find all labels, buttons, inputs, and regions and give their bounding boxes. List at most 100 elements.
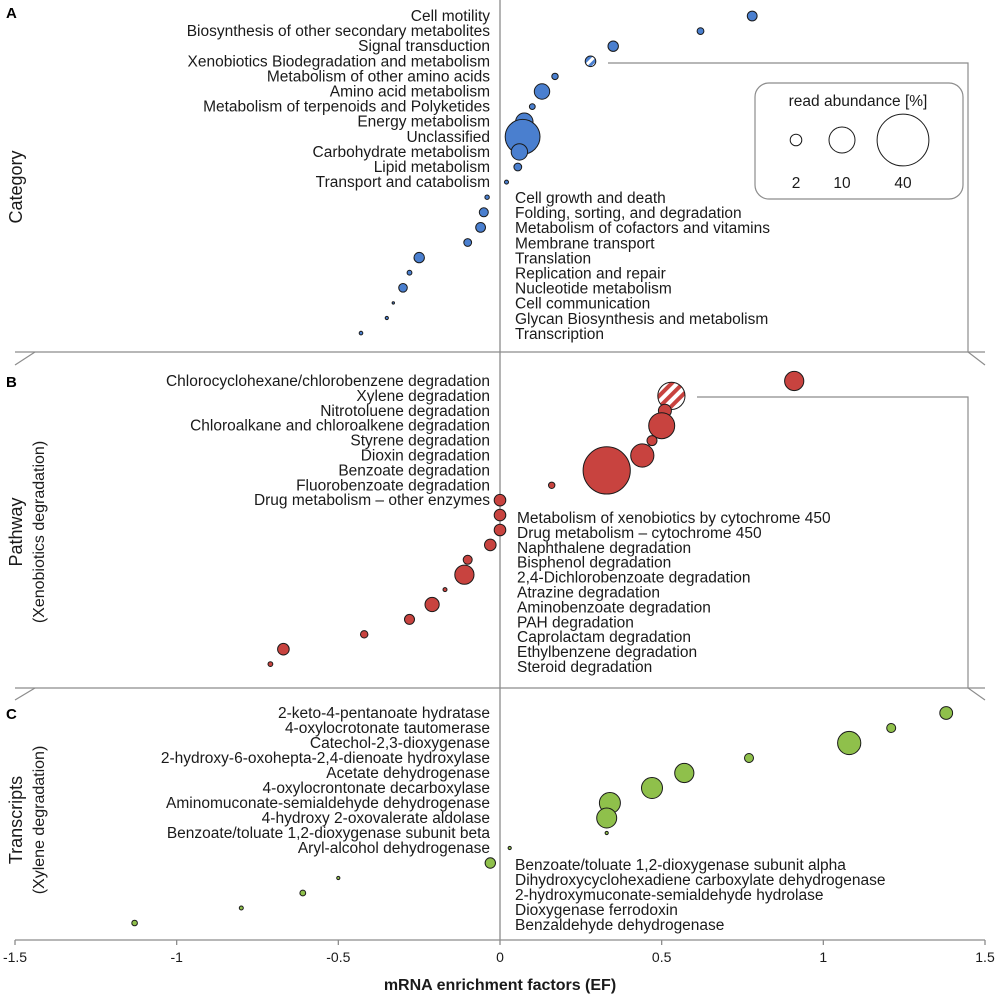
point-label: Chlorocyclohexane/chlorobenzene degradat… bbox=[166, 373, 490, 390]
point-label: Dioxygenase ferrodoxin bbox=[515, 902, 678, 919]
x-tick-label: -0.5 bbox=[326, 949, 350, 965]
data-point bbox=[837, 730, 862, 756]
data-point bbox=[582, 446, 631, 495]
legend-circle bbox=[789, 133, 803, 147]
data-point bbox=[277, 642, 290, 656]
data-point bbox=[513, 162, 523, 172]
point-label: 2-hydroxymuconate-semialdehyde hydrolase bbox=[515, 887, 823, 904]
data-point bbox=[548, 481, 556, 489]
x-tick-label: 0 bbox=[496, 949, 504, 965]
data-point bbox=[746, 10, 758, 22]
point-label: Nitrotoluene degradation bbox=[320, 403, 490, 420]
data-point bbox=[475, 222, 487, 233]
point-label: Catechol-2,3-dioxygenase bbox=[310, 735, 490, 752]
point-label: Drug metabolism – other enzymes bbox=[254, 492, 490, 509]
data-point bbox=[528, 103, 536, 110]
point-label: Nucleotide metabolism bbox=[515, 281, 672, 298]
point-label: Unclassified bbox=[406, 129, 490, 146]
legend-label: 40 bbox=[894, 175, 912, 192]
data-point bbox=[604, 830, 609, 836]
panel-letter-b: B bbox=[6, 374, 17, 391]
x-tick-label: 0.5 bbox=[652, 949, 672, 965]
point-label: Replication and repair bbox=[515, 266, 666, 283]
point-label: Benzoate/toluate 1,2-dioxygenase subunit… bbox=[167, 825, 491, 842]
legend-label: 2 bbox=[792, 175, 801, 192]
data-point bbox=[696, 27, 705, 36]
data-point bbox=[413, 251, 425, 264]
data-point bbox=[648, 412, 676, 440]
point-label: Steroid degradation bbox=[517, 659, 652, 676]
point-label: Xenobiotics Biodegradation and metabolis… bbox=[188, 53, 490, 70]
x-axis-title: mRNA enrichment factors (EF) bbox=[384, 977, 616, 994]
data-point bbox=[406, 269, 413, 276]
panel-c-ylabel-sub: (Xylene degradation) bbox=[31, 746, 48, 895]
data-point bbox=[299, 889, 307, 897]
data-point bbox=[504, 179, 509, 185]
point-label: Energy metabolism bbox=[357, 114, 490, 131]
point-label: Translation bbox=[515, 250, 591, 267]
data-point bbox=[463, 238, 473, 247]
data-point bbox=[584, 55, 597, 68]
data-point bbox=[596, 807, 618, 829]
panel-a-ylabel: Category bbox=[6, 150, 26, 223]
point-label: 4-oxylocrontonate decarboxylase bbox=[263, 780, 490, 797]
legend-circle bbox=[828, 126, 856, 154]
data-point bbox=[131, 919, 138, 927]
point-label: Bisphenol degradation bbox=[517, 555, 671, 572]
point-label: 2,4-Dichlorobenzoate degradation bbox=[517, 570, 751, 587]
point-label: Aryl-alcohol dehydrogenase bbox=[298, 840, 490, 857]
data-point bbox=[646, 435, 658, 447]
data-point bbox=[484, 194, 490, 200]
legend-title: read abundance [%] bbox=[789, 93, 928, 110]
data-point bbox=[238, 905, 244, 911]
data-point bbox=[939, 706, 954, 720]
data-point bbox=[267, 661, 274, 667]
point-label: Amino acid metabolism bbox=[330, 84, 490, 101]
data-point bbox=[484, 857, 496, 869]
point-label: Biosynthesis of other secondary metaboli… bbox=[187, 23, 491, 40]
point-label: Acetate dehydrogenase bbox=[326, 765, 490, 782]
data-point bbox=[607, 40, 619, 52]
data-point bbox=[551, 72, 559, 81]
point-label: Cell growth and death bbox=[515, 190, 666, 207]
x-tick-label: -1.5 bbox=[3, 949, 27, 965]
point-label: Atrazine degradation bbox=[517, 585, 660, 602]
data-point bbox=[510, 143, 529, 161]
panel-letter-a: A bbox=[6, 5, 17, 22]
data-point bbox=[507, 845, 512, 851]
x-tick-label: 1 bbox=[819, 949, 827, 965]
legend-circle bbox=[876, 113, 930, 167]
point-label: Signal transduction bbox=[358, 38, 490, 55]
point-label: Styrene degradation bbox=[350, 433, 490, 450]
point-label: Metabolism of xenobiotics by cytochrome … bbox=[517, 510, 831, 527]
x-tick-label: 1.5 bbox=[975, 949, 995, 965]
point-label: Aminomuconate-semialdehyde dehydrogenase bbox=[166, 795, 490, 812]
point-label: Fluorobenzoate degradation bbox=[296, 477, 490, 494]
point-label: Cell communication bbox=[515, 296, 650, 313]
legend-label: 10 bbox=[833, 175, 851, 192]
panel-b-ylabel-sub: (Xenobiotics degradation) bbox=[31, 441, 48, 623]
point-label: Caprolactam degradation bbox=[517, 629, 691, 646]
data-point bbox=[384, 315, 389, 321]
point-label: Membrane transport bbox=[515, 235, 655, 252]
data-point bbox=[533, 83, 551, 100]
data-point bbox=[391, 301, 395, 305]
panel-b-ylabel: Pathway bbox=[6, 497, 26, 566]
data-point bbox=[886, 723, 897, 733]
point-label: Xylene degradation bbox=[356, 388, 490, 405]
data-point bbox=[744, 753, 754, 763]
data-point bbox=[484, 538, 497, 552]
data-point bbox=[641, 777, 663, 799]
point-label: Dihydroxycyclohexadiene carboxylate dehy… bbox=[515, 872, 886, 889]
data-point bbox=[493, 493, 507, 507]
data-point bbox=[358, 330, 364, 336]
point-label: Dioxin degradation bbox=[361, 448, 490, 465]
x-tick-label: -1 bbox=[170, 949, 183, 965]
point-label: Glycan Biosynthesis and metabolism bbox=[515, 311, 768, 328]
point-label: Metabolism of other amino acids bbox=[267, 68, 490, 85]
point-label: 2-keto-4-pentanoate hydratase bbox=[278, 705, 490, 722]
point-label: Benzoate degradation bbox=[338, 462, 490, 479]
data-point bbox=[424, 596, 440, 613]
legend-box bbox=[754, 82, 964, 200]
